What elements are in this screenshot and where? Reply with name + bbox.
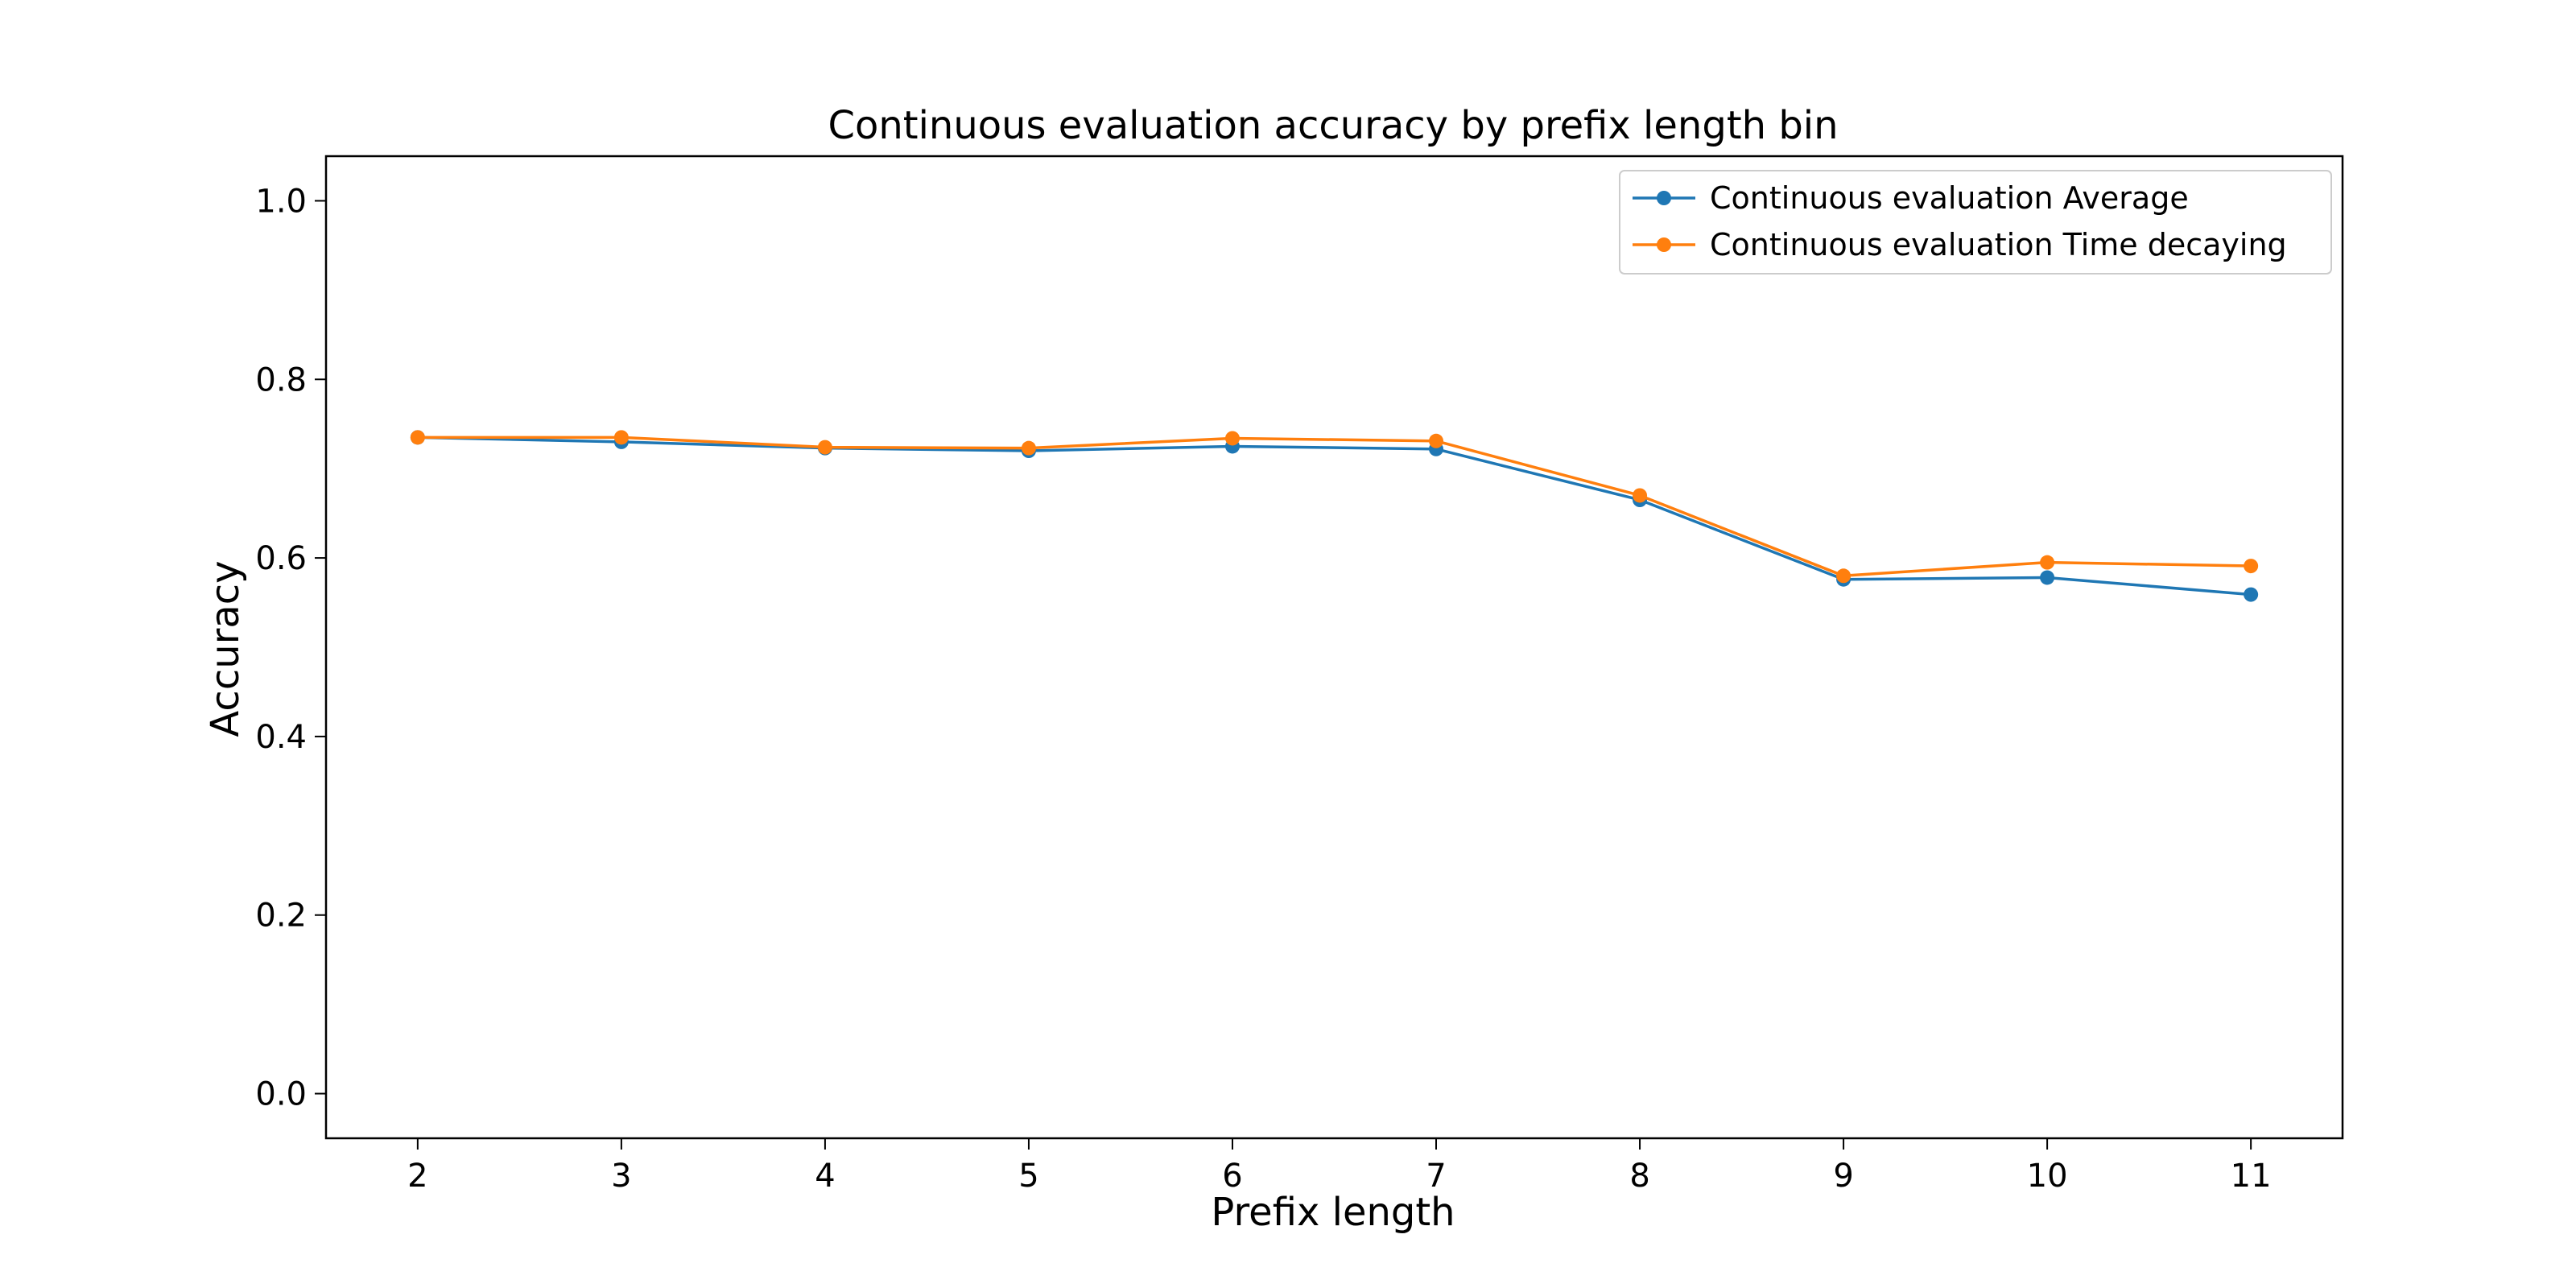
data-point (1021, 440, 1036, 456)
x-tick-label: 9 (1833, 1158, 1853, 1195)
plot-area: 2 3 4 5 6 7 8 9 10 11 0.0 0.2 0.4 0.6 0.8 1.0 (255, 155, 2344, 1195)
legend-swatch-marker (1657, 237, 1671, 252)
data-point (613, 430, 629, 445)
x-tick-label: 2 (407, 1158, 427, 1195)
y-tick-label: 0.0 (255, 1076, 307, 1113)
x-tick-label: 8 (1629, 1158, 1649, 1195)
series-line (417, 436, 2252, 578)
series-line (417, 436, 2252, 597)
data-point (2040, 555, 2055, 570)
x-tick-label: 3 (611, 1158, 631, 1195)
x-tick-label: 11 (2231, 1158, 2272, 1195)
legend: Continuous evaluation Average Continuous … (1619, 170, 2332, 275)
series-2 (410, 430, 2259, 584)
series-1 (410, 430, 2259, 602)
legend-swatch-marker (1657, 191, 1671, 205)
y-tick-label: 1.0 (255, 183, 307, 220)
chart-title: Continuous evaluation accuracy by prefix… (828, 103, 1838, 148)
legend-item: Continuous evaluation Time decaying (1633, 227, 2287, 262)
legend-item: Continuous evaluation Average (1633, 180, 2189, 216)
data-point (2040, 570, 2055, 585)
y-axis-label: Accuracy (203, 560, 248, 737)
y-tick-label: 0.8 (255, 361, 307, 398)
data-point (1836, 568, 1852, 584)
y-tick-label: 0.2 (255, 898, 307, 935)
data-point (1224, 431, 1240, 446)
legend-box (1619, 170, 2332, 275)
x-axis-label: Prefix length (1211, 1190, 1455, 1235)
x-tick-label: 10 (2027, 1158, 2068, 1195)
y-tick-label: 0.6 (255, 540, 307, 577)
data-point (1633, 488, 1648, 503)
legend-label: Continuous evaluation Time decaying (1710, 227, 2287, 262)
data-point (1429, 433, 1444, 448)
x-tick-label: 6 (1222, 1158, 1242, 1195)
x-tick-label: 4 (815, 1158, 835, 1195)
legend-label: Continuous evaluation Average (1710, 180, 2189, 216)
data-point (817, 440, 832, 455)
data-point (2244, 587, 2259, 602)
x-tick-label: 5 (1018, 1158, 1038, 1195)
axes-frame (324, 155, 2344, 1140)
data-point (2244, 559, 2259, 574)
data-point (410, 430, 425, 445)
x-tick-label: 7 (1426, 1158, 1446, 1195)
y-tick-label: 0.4 (255, 719, 307, 756)
